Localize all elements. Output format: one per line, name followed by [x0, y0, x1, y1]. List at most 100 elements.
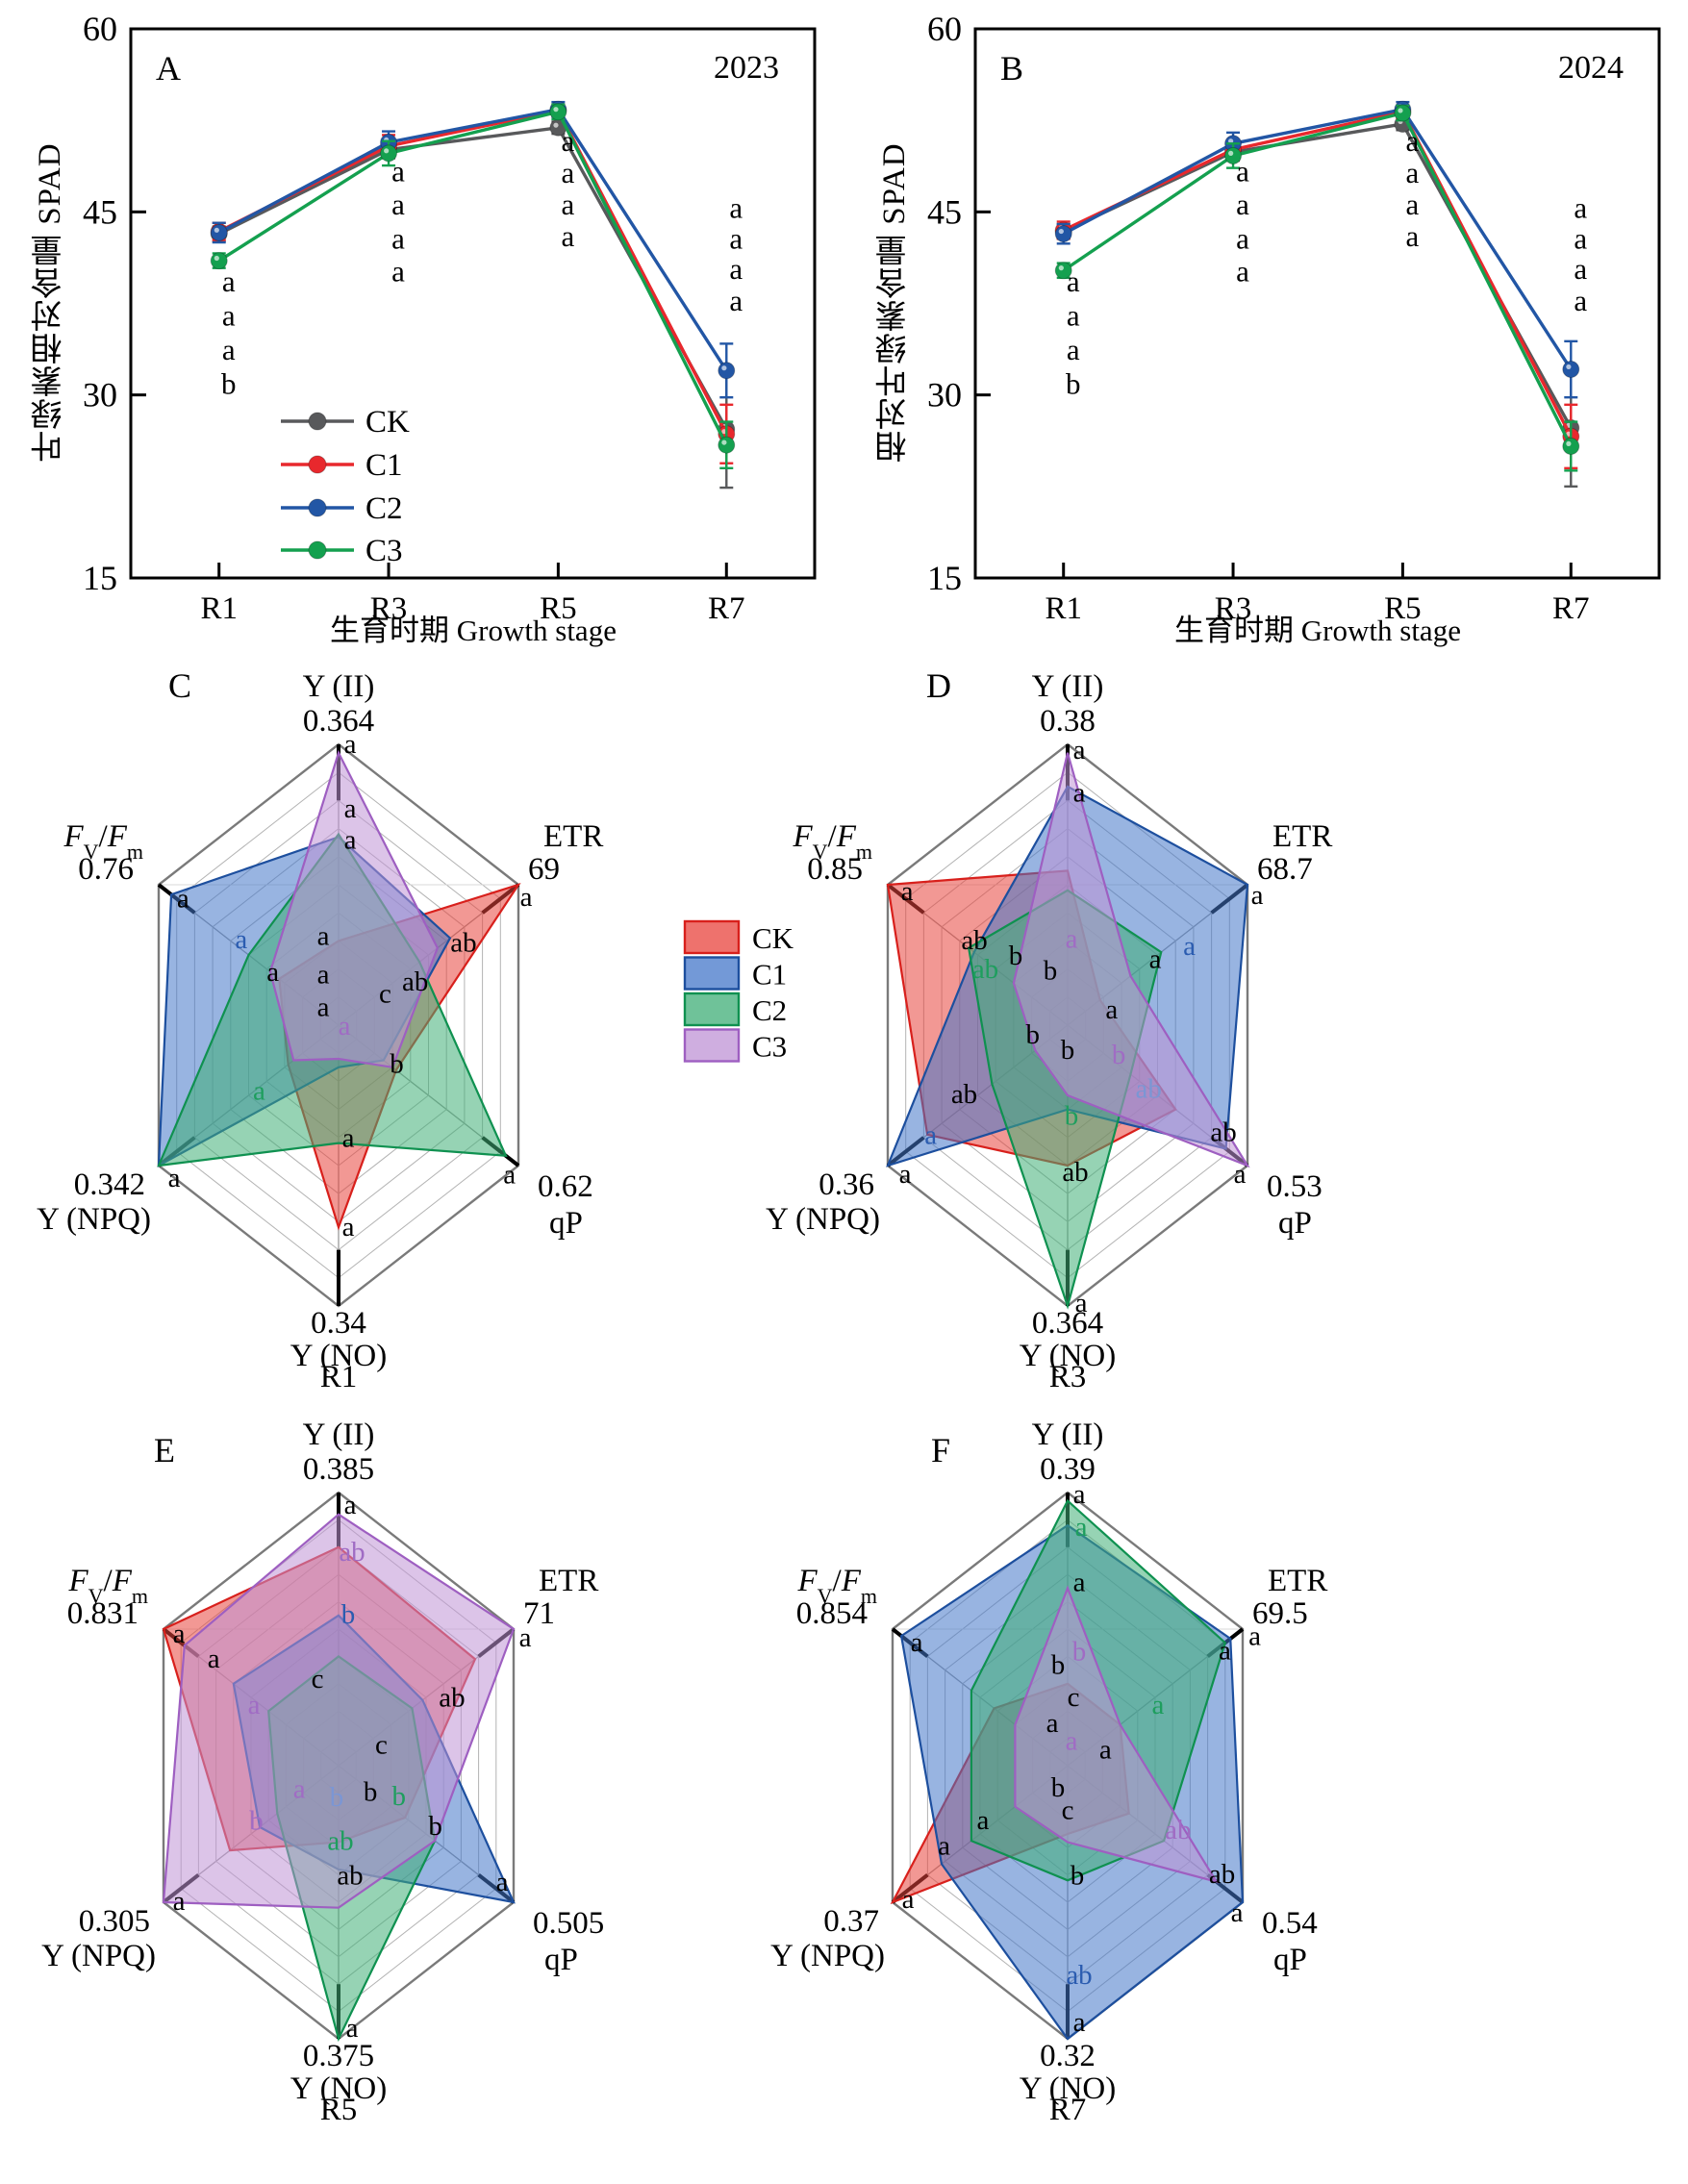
sig-letter: a	[222, 333, 236, 366]
x-tick-label: R1	[1045, 591, 1082, 626]
legend-label: C1	[365, 448, 403, 483]
radar-sig-letter: a	[208, 1644, 220, 1674]
radar-sig-letter: b	[1072, 1636, 1087, 1667]
radar-sig-letter: a	[344, 793, 357, 824]
legend-marker	[308, 455, 327, 474]
sig-letter: a	[729, 221, 743, 255]
radar-sig-letter: a	[976, 1805, 989, 1836]
radar-sig-letter: ab	[1210, 1117, 1236, 1147]
series-line	[217, 125, 728, 431]
sig-letter: a	[1574, 284, 1587, 317]
sig-letter: a	[729, 284, 743, 317]
sig-letter: a	[729, 252, 743, 286]
panel-a-x-axis-title: 生育时期 Growth stage	[330, 614, 617, 647]
panel-c-letter: C	[168, 666, 192, 705]
radar-D-axis-fvfm-label: FV/Fm	[792, 819, 872, 864]
radar-sig-letter: a	[344, 1490, 357, 1520]
sig-letter: a	[1405, 156, 1419, 189]
marker-highlight	[1566, 364, 1572, 370]
radar-C-axis-fvfm-max: 0.76	[78, 852, 134, 887]
radar-F-axis-fvfm-label: FV/Fm	[796, 1564, 877, 1608]
radar-E-axis-fvfm-max: 0.831	[67, 1596, 139, 1631]
y-tick-label: 45	[927, 192, 962, 231]
radar-sig-letter: a	[317, 920, 330, 951]
radar-sig-letter: a	[235, 924, 247, 955]
sig-letter: a	[1067, 298, 1080, 332]
radar-F-axis-yno-label: Y (NO)	[1020, 2071, 1117, 2106]
sig-letter: a	[1405, 219, 1419, 253]
radar-sig-letter: a	[1073, 1568, 1086, 1598]
radar-sig-letter: a	[1073, 2007, 1086, 2038]
radar-sig-letter: a	[344, 729, 357, 760]
series-line	[1062, 110, 1573, 438]
radar-sig-letter: a	[1183, 931, 1196, 962]
marker-highlight	[1228, 150, 1234, 156]
sig-letter: a	[1574, 221, 1587, 255]
sig-letter: a	[1236, 188, 1249, 221]
panel-b-year: 2024	[1558, 50, 1624, 86]
radar-E-axis-yii-max: 0.385	[303, 1452, 374, 1487]
sig-letter: a	[391, 188, 405, 221]
x-tick-label: R3	[370, 591, 408, 626]
sig-letter: a	[391, 255, 405, 289]
marker-highlight	[721, 365, 727, 371]
radar-sig-letter: b	[249, 1806, 264, 1837]
radar-sig-letter: a	[1046, 1708, 1059, 1739]
radar-sig-letter: ab	[339, 1537, 365, 1568]
radar-sig-letter: ab	[337, 1860, 363, 1891]
radar-sig-letter: ab	[1066, 1960, 1092, 1991]
y-tick-label: 60	[83, 10, 117, 48]
marker-highlight	[721, 439, 727, 445]
series-C1	[210, 102, 736, 464]
radar-F-axis-ynpq-max: 0.37	[823, 1904, 879, 1939]
radar-sig-letter: b	[1044, 956, 1058, 987]
radar-sig-letter: ab	[961, 925, 987, 956]
panel-a-y-axis-title: 叶绿素相对含量 SPAD	[33, 142, 67, 464]
radar-sig-letter: b	[1065, 1100, 1079, 1131]
radar-d-stage-label: R3	[1048, 1360, 1087, 1394]
radar-sig-letter: a	[1151, 1690, 1164, 1720]
radar-sig-letter: a	[1073, 778, 1086, 809]
marker-highlight	[214, 255, 219, 262]
series-line	[217, 107, 728, 372]
radar-sig-letter: b	[390, 1048, 404, 1079]
radar-series-C3	[1012, 752, 1250, 1168]
radar-sig-letter: b	[1051, 1649, 1066, 1680]
radar-sig-letter: a	[1231, 1897, 1244, 1928]
series-C3	[1054, 104, 1580, 472]
radar-F-axis-yii-max: 0.39	[1040, 1452, 1096, 1487]
panel-b-y-axis-title: 相对叶绿素含量 SPAD	[877, 142, 912, 464]
x-tick-label: R7	[1552, 591, 1590, 626]
panel-e-letter: E	[154, 1431, 175, 1469]
radar-sig-letter: ab	[1209, 1859, 1235, 1890]
sig-letter: a	[561, 188, 574, 221]
radar-sig-letter: ab	[1062, 1157, 1088, 1188]
x-tick-label: R7	[708, 591, 745, 626]
legend-marker	[308, 498, 327, 517]
sig-letter: a	[222, 298, 236, 332]
radar-sig-letter: b	[1051, 1772, 1066, 1803]
radar-sig-letter: a	[1066, 923, 1078, 954]
radar-e-stage-label: R5	[319, 2093, 358, 2127]
radar-C-axis-yii-label: Y (II)	[303, 669, 375, 704]
radar-E-axis-ynpq-max: 0.305	[79, 1904, 150, 1939]
panel-a-letter: A	[156, 49, 181, 88]
radar-F-axis-ynpq-label: Y (NPQ)	[770, 1939, 885, 1973]
radar-sig-letter: a	[520, 882, 533, 913]
radar-sig-letter: a	[266, 957, 279, 988]
radar-sig-letter: a	[899, 1159, 912, 1190]
data-marker	[1394, 104, 1412, 122]
radar-sig-letter: b	[1112, 1040, 1126, 1070]
panel-b-letter: B	[1000, 49, 1024, 88]
radar-E-axis-ynpq-label: Y (NPQ)	[41, 1939, 156, 1973]
y-tick-label: 15	[83, 559, 117, 597]
y-tick-label: 30	[83, 376, 117, 414]
radar-sig-letter: a	[339, 1011, 351, 1042]
radar-C-axis-ynpq-label: Y (NPQ)	[37, 1202, 151, 1237]
series-line	[1062, 122, 1573, 429]
radar-sig-letter: b	[364, 1777, 378, 1808]
